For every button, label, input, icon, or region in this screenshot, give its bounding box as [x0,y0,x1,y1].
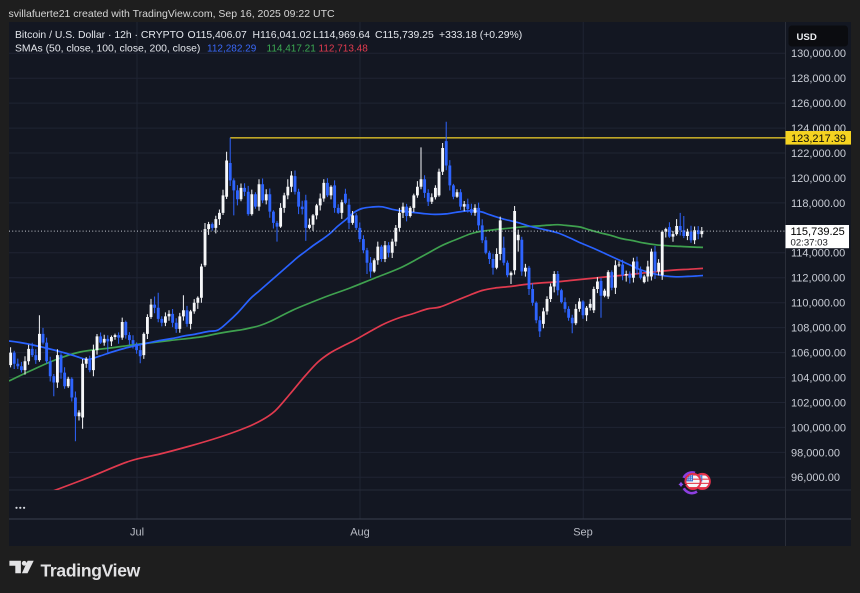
svg-text:114,000.00: 114,000.00 [791,248,845,260]
svg-text:96,000.00: 96,000.00 [791,472,840,484]
svg-text:130,000.00: 130,000.00 [791,48,846,60]
svg-text:106,000.00: 106,000.00 [791,348,846,360]
svg-text:112,000.00: 112,000.00 [791,273,845,285]
svg-text:104,000.00: 104,000.00 [791,372,846,384]
svg-text:svillafuerte21 created with Tr: svillafuerte21 created with TradingView.… [9,8,335,20]
svg-text:SMAs (50, close, 100, close, 2: SMAs (50, close, 100, close, 200, close) [15,44,200,55]
svg-text:Jul: Jul [130,527,144,539]
svg-text:126,000.00: 126,000.00 [791,98,846,110]
svg-text:98,000.00: 98,000.00 [791,447,840,459]
svg-text:TradingView: TradingView [41,561,141,581]
svg-text:Aug: Aug [350,527,370,539]
svg-text:122,000.00: 122,000.00 [791,148,846,160]
svg-text:O115,406.07: O115,406.07 [188,30,248,41]
svg-text:102,000.00: 102,000.00 [791,397,846,409]
svg-text:Sep: Sep [573,527,593,539]
svg-text:112,282.29: 112,282.29 [207,44,257,55]
svg-text:128,000.00: 128,000.00 [791,73,846,85]
svg-text:C115,739.25: C115,739.25 [375,30,434,41]
svg-text:118,000.00: 118,000.00 [791,198,845,210]
svg-text:115,739.25: 115,739.25 [791,226,845,238]
svg-text:H116,041.02: H116,041.02 [253,30,312,41]
svg-text:112,713.48: 112,713.48 [319,44,369,55]
svg-text:Bitcoin / U.S. Dollar · 12h ·: Bitcoin / U.S. Dollar · 12h · CRYPTO [15,30,184,41]
svg-text:120,000.00: 120,000.00 [791,173,846,185]
svg-text:02:37:03: 02:37:03 [791,238,828,249]
svg-text:110,000.00: 110,000.00 [791,298,845,310]
svg-text:114,417.21: 114,417.21 [267,44,317,55]
svg-text:+333.18 (+0.29%): +333.18 (+0.29%) [439,30,522,41]
svg-text:USD: USD [797,32,817,43]
svg-text:108,000.00: 108,000.00 [791,323,846,335]
svg-text:100,000.00: 100,000.00 [791,422,846,434]
svg-text:L114,969.64: L114,969.64 [313,30,370,41]
svg-text:123,217.39: 123,217.39 [791,133,846,145]
